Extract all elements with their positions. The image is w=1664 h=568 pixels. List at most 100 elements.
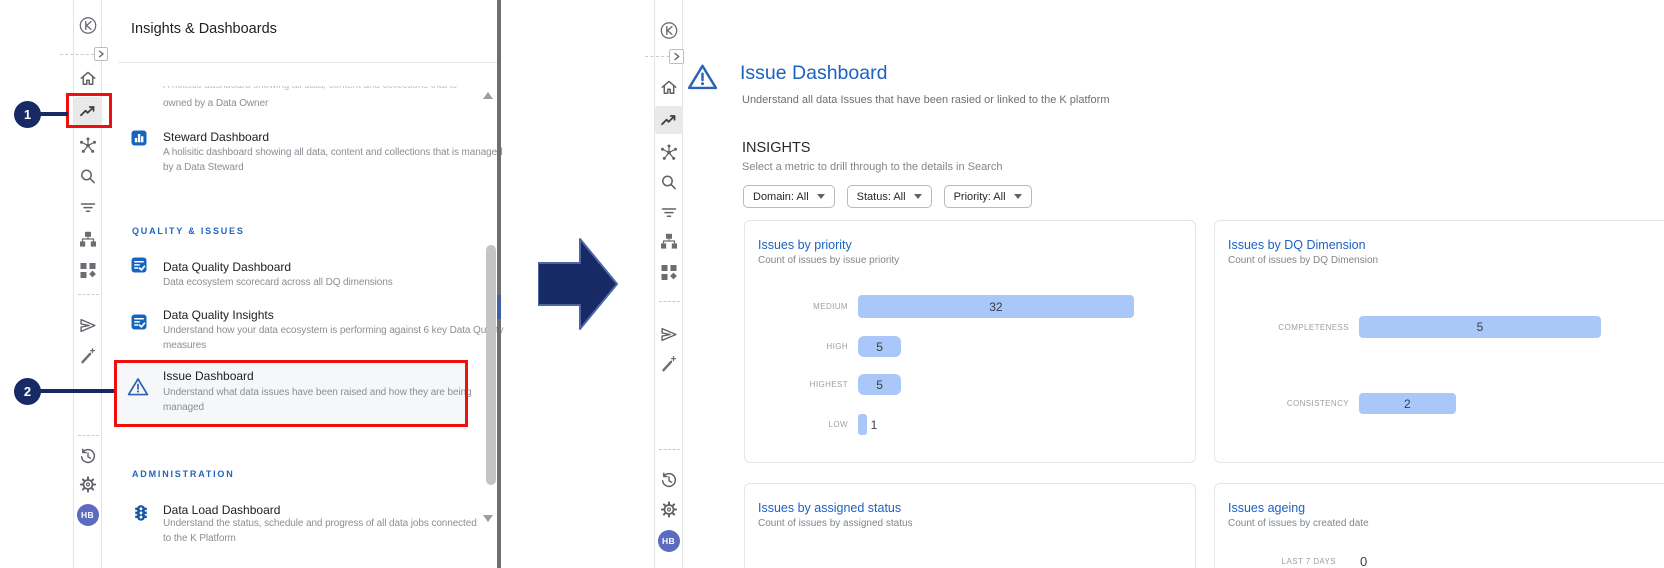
clipped-scrolled-text-line2: owned by a Data Owner: [163, 98, 269, 109]
menu-item-desc: A holisitic dashboard showing all data, …: [163, 147, 503, 173]
settings-gear-icon[interactable]: [78, 475, 97, 494]
annotation-connector-1: [38, 112, 68, 116]
section-header-quality: QUALITY & ISSUES: [132, 226, 245, 236]
bar-label: LAST 7 DAYS: [1281, 557, 1336, 566]
scroll-down-arrow[interactable]: [483, 515, 493, 522]
card-issues-by-dq-dimension[interactable]: Issues by DQ Dimension Count of issues b…: [1214, 220, 1664, 463]
status-filter-dropdown[interactable]: Status: All: [846, 185, 932, 208]
dotted-guide: [60, 54, 94, 55]
chevron-down-icon: [816, 194, 825, 199]
bar-row: COMPLETENESS 5: [1228, 316, 1601, 338]
data-quality-insights-icon: [131, 314, 147, 330]
bar-low[interactable]: [858, 414, 867, 435]
rail-divider: [659, 449, 680, 450]
section-header-administration: ADMINISTRATION: [132, 469, 235, 479]
bar-value: 5: [876, 339, 883, 354]
domain-filter-dropdown[interactable]: Domain: All: [743, 185, 835, 208]
bar-value: 1: [870, 417, 878, 432]
menu-item-desc: Understand what data issues have been ra…: [163, 387, 472, 413]
card-issues-by-assigned-status[interactable]: Issues by assigned status Count of issue…: [744, 483, 1196, 568]
bar-high[interactable]: 5: [858, 336, 902, 357]
send-icon[interactable]: [78, 316, 97, 335]
insights-trend-icon[interactable]: [659, 111, 678, 130]
menu-item-data-quality-dashboard[interactable]: Data Quality Dashboard: [163, 260, 292, 274]
rail-divider: [78, 435, 99, 436]
menu-item-steward-dashboard[interactable]: Steward Dashboard: [163, 130, 270, 144]
network-icon[interactable]: [78, 136, 97, 155]
annotation-connector-2: [38, 389, 114, 393]
menu-item-desc: Understand the status, schedule and prog…: [163, 518, 477, 544]
domain-filter-label: Domain: All: [753, 190, 809, 203]
annotation-step-2: 2: [14, 378, 41, 405]
bar-completeness[interactable]: 5: [1359, 316, 1601, 338]
chevron-down-icon: [913, 194, 922, 199]
settings-gear-icon[interactable]: [659, 500, 678, 519]
user-avatar[interactable]: HB: [657, 530, 680, 552]
filter-icon[interactable]: [659, 203, 678, 222]
menu-item-data-load-dashboard[interactable]: Data Load Dashboard: [163, 503, 281, 517]
card-subtitle: Count of issues by assigned status: [758, 518, 913, 529]
hierarchy-icon[interactable]: [78, 230, 97, 249]
bar-row: LAST 7 DAYS 0: [1228, 554, 1368, 568]
dotted-guide: [645, 56, 675, 57]
scroll-edge-highlight: [497, 295, 501, 319]
card-title: Issues by DQ Dimension: [1228, 238, 1366, 252]
wand-icon[interactable]: [78, 347, 97, 366]
page-subtitle: Understand all data Issues that have bee…: [742, 94, 1110, 106]
bar-consistency[interactable]: 2: [1359, 393, 1456, 414]
card-issues-by-priority[interactable]: Issues by priority Count of issues by is…: [744, 220, 1196, 463]
left-sidebar: HB: [73, 0, 102, 568]
history-icon[interactable]: [78, 447, 97, 466]
card-issues-ageing[interactable]: Issues ageing Count of issues by created…: [1214, 483, 1664, 568]
menu-item-desc: Understand how your data ecosystem is pe…: [163, 325, 504, 351]
filter-bar: Domain: All Status: All Priority: All: [743, 185, 1032, 208]
wand-icon[interactable]: [659, 355, 678, 374]
priority-filter-dropdown[interactable]: Priority: All: [943, 185, 1032, 208]
search-icon[interactable]: [659, 173, 678, 192]
send-icon[interactable]: [659, 325, 678, 344]
priority-filter-label: Priority: All: [953, 190, 1006, 203]
insights-heading: INSIGHTS: [742, 140, 811, 156]
hierarchy-icon[interactable]: [659, 232, 678, 251]
network-icon[interactable]: [659, 143, 678, 162]
expand-sidebar-button[interactable]: [669, 49, 684, 64]
filter-icon[interactable]: [78, 198, 97, 217]
home-icon[interactable]: [659, 78, 678, 97]
bar-medium[interactable]: 32: [858, 295, 1134, 318]
k-logo-icon[interactable]: [78, 16, 97, 35]
dashboard-grid-icon[interactable]: [659, 263, 678, 282]
right-sidebar: HB: [654, 0, 683, 568]
search-icon[interactable]: [78, 167, 97, 186]
scroll-up-arrow[interactable]: [483, 92, 493, 99]
bar-row: MEDIUM 32: [758, 295, 1134, 318]
menu-item-data-quality-insights[interactable]: Data Quality Insights: [163, 308, 274, 322]
card-title: Issues by assigned status: [758, 501, 902, 515]
expand-sidebar-button[interactable]: [94, 47, 108, 61]
bar-row: LOW 1: [758, 414, 877, 435]
k-logo-icon[interactable]: [659, 21, 678, 40]
left-screenshot-edge: [497, 0, 501, 568]
history-icon[interactable]: [659, 471, 678, 490]
status-filter-label: Status: All: [856, 190, 906, 203]
bar-highest[interactable]: 5: [858, 374, 902, 395]
bar-value: 5: [1476, 320, 1484, 334]
annotation-red-box-insights-icon: [66, 93, 112, 128]
annotation-red-box-issue-dashboard: [114, 360, 468, 427]
bar-label: COMPLETENESS: [1278, 322, 1349, 332]
home-icon[interactable]: [78, 69, 97, 88]
menu-item-issue-dashboard[interactable]: Issue Dashboard: [163, 369, 254, 383]
user-avatar[interactable]: HB: [76, 504, 99, 526]
card-title: Issues ageing: [1228, 501, 1306, 515]
scrollbar-thumb[interactable]: [486, 245, 496, 485]
issue-dashboard-item-background: [117, 363, 465, 424]
bar-label: HIGH: [826, 342, 848, 351]
bar-row: HIGH 5: [758, 336, 902, 357]
header-divider: [118, 62, 497, 63]
bar-label: HIGHEST: [809, 380, 848, 389]
card-subtitle: Count of issues by created date: [1228, 518, 1369, 529]
dashboard-grid-icon[interactable]: [78, 261, 97, 280]
issue-dashboard-warning-icon: [687, 63, 718, 90]
page-title: Issue Dashboard: [740, 62, 888, 84]
bar-value: 32: [989, 299, 1003, 314]
card-subtitle: Count of issues by DQ Dimension: [1228, 255, 1379, 266]
